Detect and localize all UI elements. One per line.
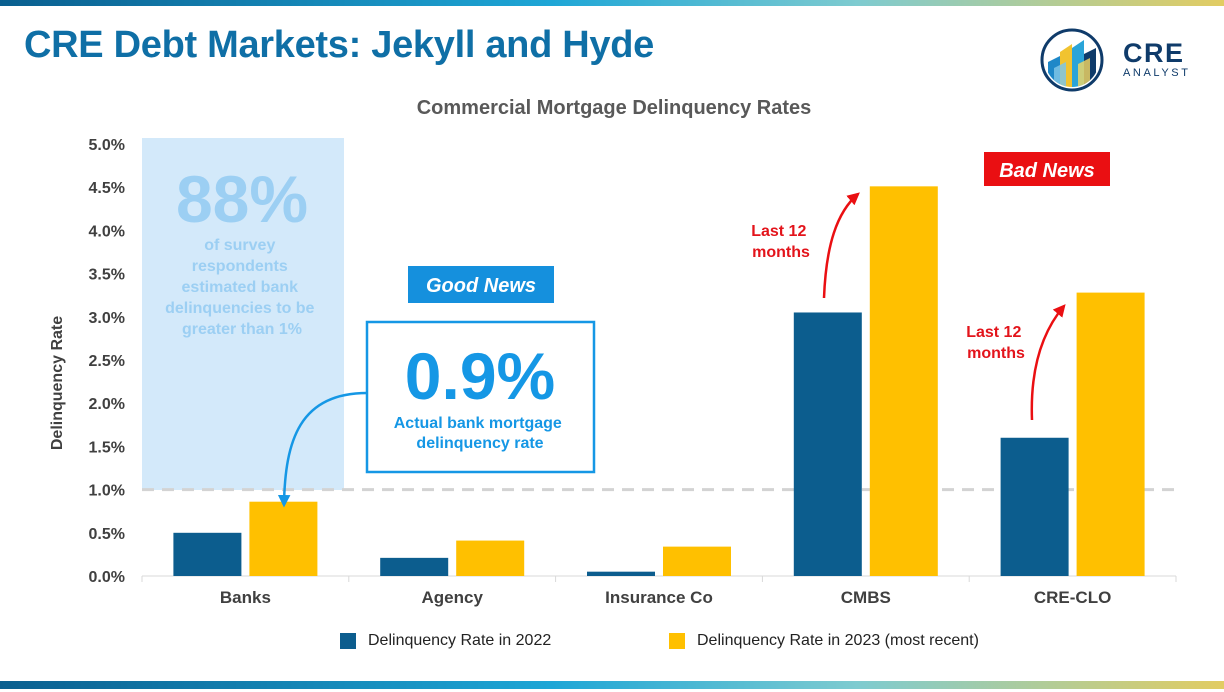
survey-text: of survey respondents estimated bank del… [165,237,319,338]
survey-text-line-4: delinquencies to be [165,300,314,317]
y-tick-label: 0.5% [89,526,125,543]
clo-annotation-line-1: Last 12 [966,324,1021,341]
legend-item-2023: Delinquency Rate in 2023 (most recent) [669,630,979,652]
x-axis-labels: Banks Agency Insurance Co CMBS CRE-CLO [220,588,1111,607]
cmbs-annotation-line-1: Last 12 [751,223,806,240]
x-category-label: CRE-CLO [1034,588,1111,607]
y-tick-label: 2.0% [89,396,125,413]
legend-label-2023: Delinquency Rate in 2023 (most recent) [697,632,979,649]
actual-rate-big-number: 0.9% [405,339,555,413]
x-category-label: Banks [220,588,271,607]
y-tick-label: 0.0% [89,569,125,586]
bar-cmbs-2022 [793,312,862,576]
bar-banks-2022 [173,532,242,576]
logo-subtitle: ANALYST [1123,67,1191,79]
bar-series [173,186,1145,576]
bottom-accent-bar [0,681,1224,689]
survey-callout-box [142,138,344,490]
y-tick-label: 4.0% [89,223,125,240]
legend-label-2022: Delinquency Rate in 2022 [368,632,552,649]
cmbs-annotation-line-2: months [752,244,810,261]
bar-insurance-co-2023 [663,546,731,576]
bad-news-label: Bad News [999,160,1095,182]
y-tick-label: 5.0% [89,137,125,154]
y-tick-label: 4.5% [89,180,125,197]
y-axis-label: Delinquency Rate [49,316,66,450]
x-category-label: Agency [421,588,483,607]
good-news-badge [408,266,554,303]
y-tick-label: 3.0% [89,310,125,327]
bar-cre-clo-2022 [1000,437,1069,576]
legend-swatch-2023 [669,633,685,649]
clo-annotation-line-2: months [967,345,1025,362]
logo-wordmark: CRE [1123,38,1185,68]
actual-rate-arrow-icon [277,391,368,508]
good-news-label: Good News [426,275,536,297]
bar-banks-2023 [249,501,318,576]
chart-title: Commercial Mortgage Delinquency Rates [417,97,812,119]
actual-rate-text-line-1: Actual bank mortgage [394,415,562,432]
y-tick-label: 1.0% [89,483,125,500]
x-category-label: CMBS [841,588,891,607]
top-accent-bar [0,0,1224,6]
bar-cre-clo-2023 [1076,292,1145,576]
x-axis-ticks [141,576,1177,582]
clo-annotation: Last 12 months [966,324,1026,362]
survey-text-line-1: of survey [204,237,275,254]
x-category-label: Insurance Co [605,588,713,607]
bar-cmbs-2023 [869,186,938,576]
y-axis-ticks: 0.0% 0.5% 1.0% 1.5% 2.0% 2.5% 3.0% 3.5% 4.0% 4.5%… [89,137,125,586]
bar-agency-2022 [380,557,449,576]
legend-item-2022: Delinquency Rate in 2022 [340,630,551,652]
survey-text-line-5: greater than 1% [182,321,302,338]
actual-rate-text-line-2: delinquency rate [416,435,543,452]
legend-swatch-2022 [340,633,356,649]
cre-analyst-logo-icon [1040,28,1104,92]
y-tick-label: 3.5% [89,267,125,284]
actual-rate-text: Actual bank mortgage delinquency rate [394,415,566,452]
cmbs-up-arrow-icon [822,192,860,299]
bar-agency-2023 [456,540,525,576]
cmbs-annotation: Last 12 months [751,223,811,261]
actual-rate-callout [365,320,596,474]
survey-text-line-3: estimated bank [182,279,299,296]
survey-text-line-2: respondents [192,258,288,275]
y-tick-label: 1.5% [89,439,125,456]
y-tick-label: 2.5% [89,353,125,370]
survey-big-number: 88% [176,162,308,236]
bar-insurance-co-2022 [587,571,655,576]
bad-news-badge [984,152,1110,186]
clo-up-arrow-icon [1030,304,1066,421]
page-title: CRE Debt Markets: Jekyll and Hyde [24,24,654,66]
